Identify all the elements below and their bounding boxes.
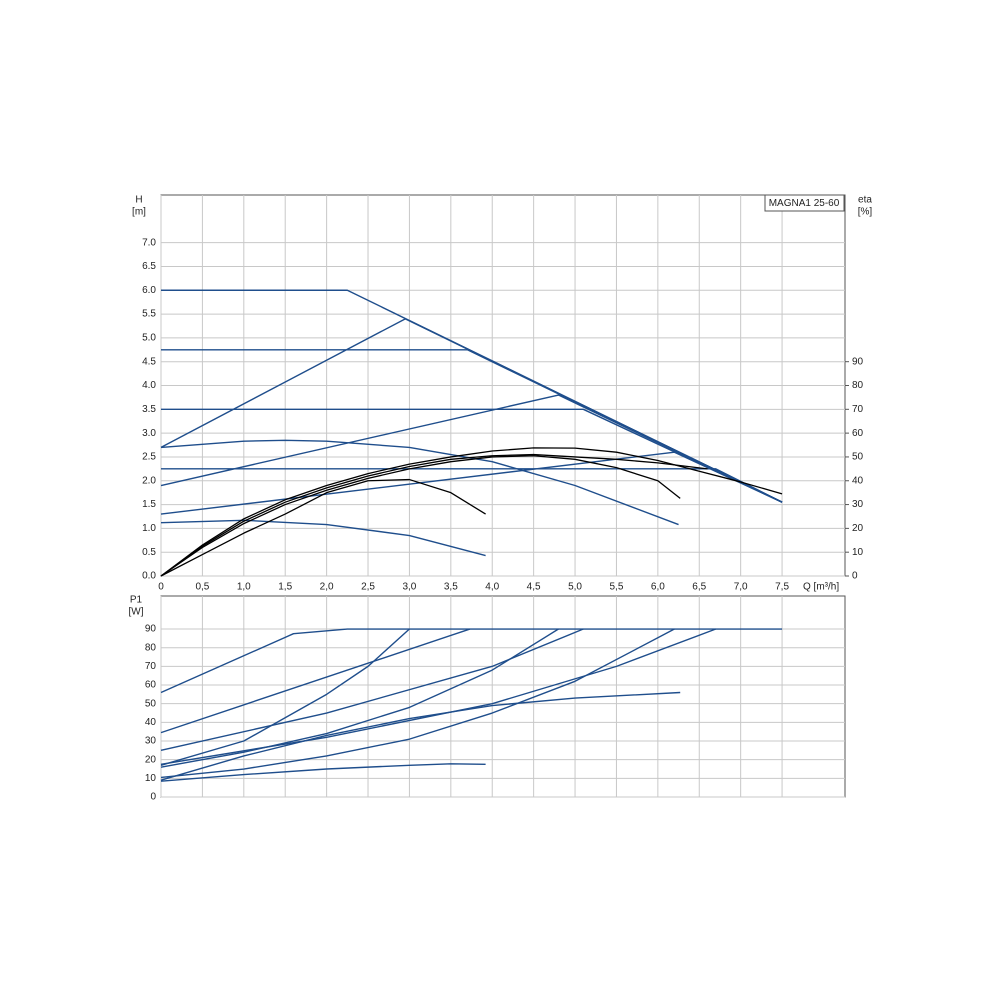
x-axis-label: Q [m³/h] [803,582,839,593]
y-tick-label: 6.0 [142,285,156,296]
x-tick-label: 1,0 [237,582,251,593]
y-tick-label: 10 [145,773,157,784]
curve [160,451,783,515]
y-tick-label: 2.0 [142,475,156,486]
y2-tick-label: 50 [852,452,864,463]
curve [161,349,783,503]
curve [161,289,783,503]
y-tick-label: 2.5 [142,452,156,463]
x-tick-label: 4,5 [527,582,541,593]
title-box [764,194,845,212]
curve [160,691,681,781]
curve [160,628,783,694]
y2-tick-label: 40 [852,475,864,486]
curve [160,628,471,734]
y2-tick-label: 30 [852,499,864,510]
y2-tick-label: 70 [852,404,864,415]
y-tick-label: 7.0 [142,237,156,248]
y-tick-label: 80 [145,642,157,653]
curve [160,628,717,766]
y2-axis-label: eta [858,195,872,206]
y-tick-label: 0.5 [142,547,156,558]
y2-tick-label: 60 [852,428,864,439]
x-tick-label: 2,0 [320,582,334,593]
y-tick-label: 90 [145,624,157,635]
chart-title: MAGNA1 25-60 [769,198,840,209]
curve [160,628,559,768]
x-tick-label: 4,0 [485,582,499,593]
y-tick-label: 0.0 [142,571,156,582]
y-tick-label: 60 [145,680,157,691]
x-tick-label: 7,5 [775,582,789,593]
curve [161,468,783,503]
y-axis-label: [W] [129,607,144,618]
x-tick-label: 0,5 [195,582,209,593]
curve [160,455,681,577]
curve [160,439,679,526]
y2-tick-label: 0 [852,571,858,582]
y2-tick-label: 80 [852,380,864,391]
x-tick-label: 1,5 [278,582,292,593]
x-tick-label: 0 [158,582,164,593]
y-tick-label: 1.0 [142,523,156,534]
y-tick-label: 4.0 [142,380,156,391]
y-tick-label: 20 [145,754,157,765]
curve [160,628,675,779]
curve [160,628,584,752]
y-axis-label: H [135,195,142,206]
x-tick-label: 6,0 [651,582,665,593]
curve [161,408,783,503]
x-tick-label: 5,5 [609,582,623,593]
x-tick-label: 5,0 [568,582,582,593]
y-tick-label: 0 [150,792,156,803]
curve [160,453,708,577]
y2-tick-label: 10 [852,547,864,558]
y-tick-label: 5.0 [142,333,156,344]
y-tick-label: 6.5 [142,261,156,272]
x-tick-label: 3,5 [444,582,458,593]
curve [160,394,783,503]
curve [160,519,486,557]
curve [160,628,410,766]
y-tick-label: 40 [145,717,157,728]
y-tick-label: 70 [145,661,157,672]
y-tick-label: 3.0 [142,428,156,439]
y-axis-label: P1 [130,595,143,606]
y2-tick-label: 20 [852,523,864,534]
x-tick-label: 3,0 [402,582,416,593]
curve [160,763,486,782]
y-tick-label: 3.5 [142,404,156,415]
y-tick-label: 5.5 [142,309,156,320]
curve [160,318,783,503]
y2-axis-label: [%] [858,207,873,218]
y-tick-label: 1.5 [142,499,156,510]
plot-frame [160,595,846,798]
y-tick-label: 50 [145,698,157,709]
y-axis-label: [m] [132,207,146,218]
x-tick-label: 6,5 [692,582,706,593]
y-tick-label: 4.5 [142,356,156,367]
x-tick-label: 7,0 [734,582,748,593]
x-tick-label: 2,5 [361,582,375,593]
y-tick-label: 30 [145,736,157,747]
y2-tick-label: 90 [852,356,864,367]
curve [160,478,486,577]
